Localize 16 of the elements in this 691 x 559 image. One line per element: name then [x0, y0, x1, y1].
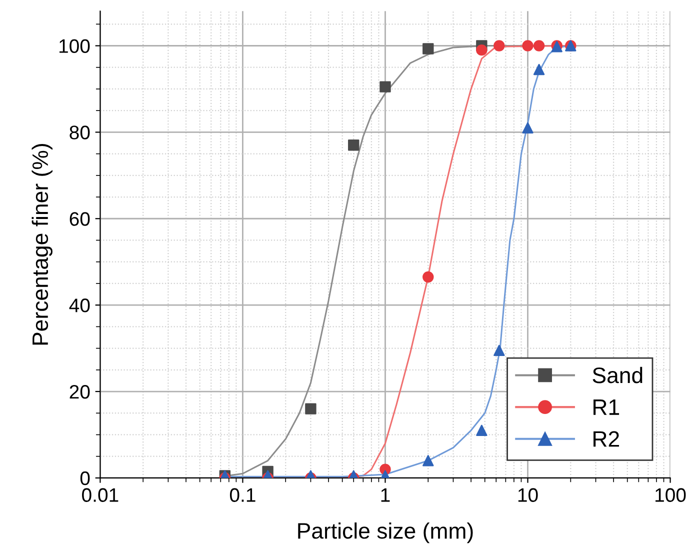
legend-label: R1 [594, 400, 620, 415]
y-tick-label: 20 [70, 384, 90, 399]
y-tick-label: 40 [69, 298, 90, 312]
legend-label: R2 [594, 431, 619, 447]
x-tick-label: 0.1 [230, 488, 256, 502]
y-tick-label: 80 [70, 126, 90, 140]
y-axis-title: Percentage finer (%) [32, 144, 52, 345]
x-tick-label: 10 [518, 488, 538, 502]
y-tick-label: 60 [70, 212, 90, 226]
y-tick-label: 100 [60, 39, 90, 53]
x-tick-label: 1 [381, 488, 390, 502]
x-tick-label: 100 [656, 488, 686, 502]
x-tick-label: 0.01 [82, 488, 118, 502]
x-axis-title: Particle size (mm) [298, 522, 473, 544]
legend-label: Sand [592, 366, 642, 384]
y-tick-label: 0 [80, 471, 90, 486]
